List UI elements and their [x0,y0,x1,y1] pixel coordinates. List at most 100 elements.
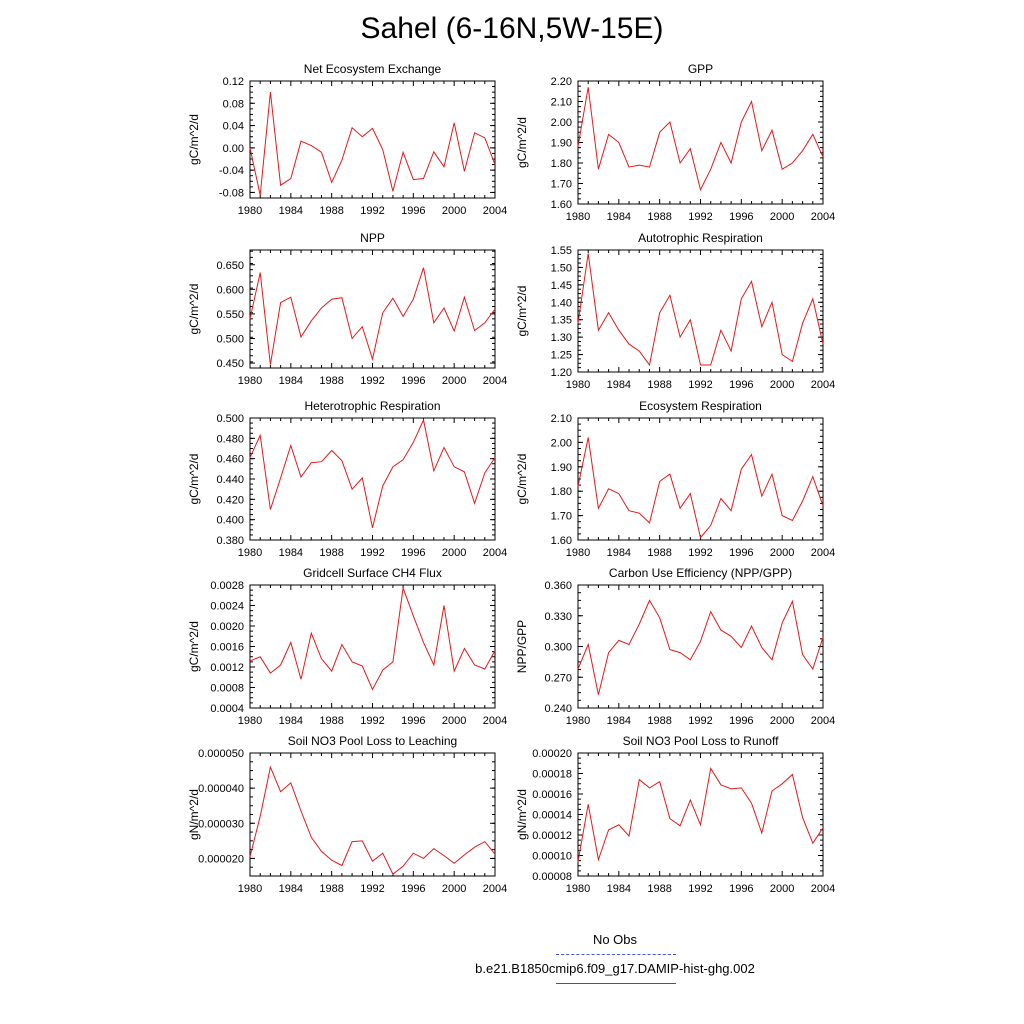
x-tick-label: 1992 [688,715,712,727]
y-tick-label: 1.55 [551,245,572,257]
chart-title: Soil NO3 Pool Loss to Runoff [623,734,780,748]
y-axis-label: gC/m^2/d [187,284,201,335]
x-tick-label: 2004 [811,379,835,391]
x-tick-label: 1988 [319,547,343,559]
x-tick-label: 1980 [566,547,590,559]
y-tick-label: 2.10 [551,97,572,109]
x-tick-label: 2004 [483,547,507,559]
plot-frame [577,249,824,373]
x-tick-label: 1992 [688,547,712,559]
y-tick-label: 1.80 [551,486,572,498]
chart-title: NPP [360,231,385,245]
series-line [249,765,496,875]
y-tick-label: 0.500 [216,413,244,425]
x-tick-label: 1980 [238,375,262,387]
y-tick-label: 0.440 [216,474,244,486]
y-tick-label: 1.25 [551,350,572,362]
chart-panel-8: Carbon Use Efficiency (NPP/GPP) NPP/GPP 19… [515,566,835,727]
x-tick-label: 1992 [688,211,712,223]
x-tick-label: 1992 [688,379,712,391]
y-tick-label: 1.50 [551,262,572,274]
legend-label-no-obs: No Obs [592,932,638,947]
x-tick-label: 1988 [319,375,343,387]
y-tick-label: 0.000050 [198,748,244,760]
y-tick-label: 1.90 [551,462,572,474]
y-tick-label: 0.270 [544,672,572,684]
y-tick-label: 1.90 [551,138,572,150]
x-tick-label: 2004 [811,883,835,895]
chart-panel-5: Heterotrophic Respiration gC/m^2/d 1980 198… [187,399,507,559]
x-tick-label: 1996 [729,379,753,391]
y-tick-label: 0.00018 [532,769,572,781]
x-tick-label: 1984 [607,211,631,223]
chart-panel-1: Net Ecosystem Exchange gC/m^2/d 1980 1984 19… [187,62,507,217]
x-tick-label: 2000 [442,715,466,727]
x-tick-label: 1996 [401,375,425,387]
y-tick-label: 0.00 [223,143,244,155]
y-tick-label: 0.0012 [210,662,244,674]
series-line [249,92,496,196]
x-tick-label: 1980 [238,883,262,895]
y-tick-label: 0.0004 [210,703,244,715]
y-axis-label: NPP/GPP [515,620,529,673]
series-line [577,767,824,862]
y-tick-label: 0.0028 [210,580,244,592]
x-tick-label: 1984 [279,375,303,387]
y-tick-label: 2.00 [551,117,572,129]
series-line [249,418,496,528]
plot-frame [577,752,824,877]
x-tick-label: 2000 [770,379,794,391]
x-tick-label: 1996 [401,715,425,727]
chart-panel-9: Soil NO3 Pool Loss to Leaching gN/m^2/d 19… [187,734,507,895]
x-tick-label: 1996 [729,211,753,223]
y-tick-label: 0.600 [216,284,244,296]
x-tick-label: 2000 [770,715,794,727]
y-axis-label: gC/m^2/d [187,621,201,672]
x-tick-label: 1992 [688,883,712,895]
x-tick-label: 1984 [607,883,631,895]
y-tick-label: 0.480 [216,433,244,445]
x-tick-label: 2000 [442,375,466,387]
x-tick-label: 1988 [319,715,343,727]
x-tick-label: 1988 [647,379,671,391]
plot-frame [577,417,824,541]
y-tick-label: 0.12 [223,76,244,88]
x-tick-label: 1996 [401,883,425,895]
x-tick-label: 1980 [566,715,590,727]
y-tick-label: 0.00012 [532,830,572,842]
x-tick-label: 2000 [770,547,794,559]
chart-panel-10: Soil NO3 Pool Loss to Runoff gN/m^2/d 1980… [515,734,835,895]
x-tick-label: 1992 [360,547,384,559]
x-tick-label: 1992 [360,375,384,387]
x-tick-label: 1992 [360,715,384,727]
y-axis-label: gC/m^2/d [515,286,529,337]
y-tick-label: 2.20 [551,76,572,88]
x-tick-label: 1996 [729,715,753,727]
y-tick-label: 0.04 [223,121,244,133]
x-tick-label: 1992 [360,883,384,895]
chart-panel-4: Autotrophic Respiration gC/m^2/d 1980 1984 1… [515,231,835,391]
y-tick-label: 1.60 [551,199,572,211]
series-line [577,437,824,539]
chart-panel-7: Gridcell Surface CH4 Flux gC/m^2/d 1980 198… [187,566,507,727]
y-tick-label: 0.00020 [532,748,572,760]
x-tick-label: 2004 [483,205,507,217]
y-tick-label: 0.360 [544,580,572,592]
chart-title: Net Ecosystem Exchange [304,62,442,76]
x-tick-label: 1996 [729,547,753,559]
y-axis-label: gC/m^2/d [187,454,201,505]
y-tick-label: 0.650 [216,260,244,272]
x-tick-label: 1988 [647,883,671,895]
chart-panel-3: NPP gC/m^2/d 1980 1984 1988 1992 1996 2000 2004 0… [187,231,507,387]
x-tick-label: 2000 [770,883,794,895]
x-tick-label: 1980 [566,379,590,391]
y-axis-label: gC/m^2/d [515,454,529,505]
y-tick-label: 0.00016 [532,789,572,801]
x-tick-label: 1984 [607,379,631,391]
x-tick-label: 1984 [279,715,303,727]
y-axis-label: gC/m^2/d [515,117,529,168]
x-tick-label: 1996 [401,547,425,559]
y-tick-label: 0.000030 [198,818,244,830]
x-tick-label: 2000 [442,547,466,559]
